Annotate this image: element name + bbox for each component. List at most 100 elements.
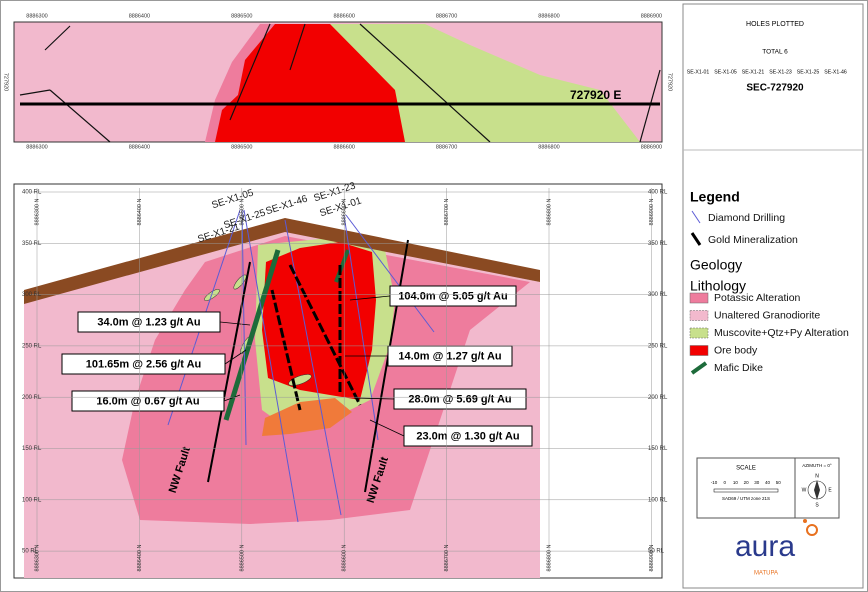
plan-x-label: 8886400 (129, 13, 150, 19)
callout-box (389, 285, 517, 307)
plan-x-label: 8886700 (436, 13, 457, 19)
logo-mark (803, 519, 807, 523)
scale-tick: 10 (733, 480, 739, 485)
drill-hole (345, 214, 435, 333)
plan-x-label: 8886400 (129, 144, 150, 150)
orange-zone (262, 398, 352, 436)
rl-label: 250 RL (22, 343, 42, 349)
northing-label: 8886600 N (342, 199, 348, 226)
legend-item: Diamond Drilling (708, 212, 785, 224)
scale-tick: 20 (744, 480, 750, 485)
rl-label: 50 RL (648, 549, 665, 555)
legend-item: Mafic Dike (714, 362, 763, 374)
callout-box (77, 311, 221, 333)
plan-x-label: 8886900 (641, 13, 662, 19)
plan-view: 727920 E 727920 727920 (3, 21, 673, 143)
rl-label: 200 RL (648, 395, 668, 401)
gold-mineralization (288, 264, 362, 406)
intercept-label: 16.0m @ 0.67 g/t Au (96, 395, 199, 407)
rl-label: 400 RL (22, 190, 42, 196)
scale-tick: -10 (711, 480, 718, 485)
intercept-label: 34.0m @ 1.23 g/t Au (97, 316, 200, 328)
compass-letter: S (815, 502, 819, 508)
northing-label: 8886800 N (546, 545, 552, 572)
scale-tick: 50 (776, 480, 782, 485)
plan-x-label: 8886800 (538, 13, 559, 19)
azimuth: AZIMUTH = 0° (802, 463, 832, 468)
intercept-label: 101.65m @ 2.56 g/t Au (86, 358, 201, 370)
plotted-hole: SE-X1-05 (714, 69, 737, 75)
plan-x-label: 8886700 (436, 144, 457, 150)
plan-x-label: 8886500 (231, 144, 252, 150)
legend-swatch (689, 310, 709, 321)
northing-label: 8886700 N (444, 199, 450, 226)
scale-tick: 0 (723, 480, 726, 485)
rl-label: 350 RL (648, 241, 668, 247)
plan-x-label: 8886900 (641, 144, 662, 150)
legend-section: Lithology (690, 278, 746, 294)
compass-letter: E (828, 487, 832, 493)
plan-line (19, 89, 51, 96)
callout-leader (353, 397, 395, 400)
drill-hole (284, 219, 342, 516)
plotted-hole: SE-X1-01 (687, 69, 710, 75)
logo: aura (735, 530, 795, 563)
rl-label: 150 RL (22, 446, 42, 452)
plan-x-label: 8886300 (26, 13, 47, 19)
holes-heading: HOLES PLOTTED (746, 21, 804, 28)
callout-leader (369, 419, 405, 437)
callout-box (403, 425, 533, 447)
intercept-label: 23.0m @ 1.30 g/t Au (416, 430, 519, 442)
callout-box (71, 390, 225, 412)
plan-muscovite (330, 24, 640, 142)
plan-line (44, 25, 71, 51)
legend-item: Gold Mineralization (708, 234, 798, 246)
callout-leader (223, 394, 241, 402)
cover (24, 218, 540, 304)
legend-swatch (689, 292, 709, 304)
compass-letter: W (802, 487, 807, 493)
plan-y-label: 727920 (3, 73, 9, 91)
section-view: NW Fault NW Fault SE-X1-05SE-X1-25SE-X1-… (13, 180, 663, 579)
northing-label: 8886900 N (649, 199, 655, 226)
northing-label: 8886700 N (444, 545, 450, 572)
compass-needle (814, 480, 820, 500)
legend-swatch (690, 232, 702, 246)
legend-section: Geology (690, 257, 742, 273)
northing-label: 8886500 N (239, 545, 245, 572)
legend-swatch (689, 345, 709, 356)
mafic-dike (223, 249, 281, 421)
northing-label: 8886500 N (239, 199, 245, 226)
plan-line (289, 23, 306, 71)
northing-label: 8886800 N (546, 199, 552, 226)
logo-tagline: MATUPA (754, 571, 778, 577)
legend-item: Potassic Alteration (714, 292, 801, 304)
northing-label: 8886900 N (649, 545, 655, 572)
rl-label: 200 RL (22, 395, 42, 401)
holes-total: TOTAL 6 (762, 49, 788, 56)
scale-bar (713, 488, 779, 493)
rl-label: 300 RL (648, 292, 668, 298)
plotted-hole: SE-X1-25 (797, 69, 820, 75)
scale-title: SCALE (736, 466, 756, 472)
plan-ore (215, 24, 405, 142)
northing-label: 8886600 N (342, 545, 348, 572)
plan-line (49, 89, 111, 143)
intercept-label: 28.0m @ 5.69 g/t Au (408, 393, 511, 405)
northing-label: 8886400 N (137, 199, 143, 226)
legend-item: Unaltered Granodiorite (714, 309, 820, 321)
plan-line (359, 23, 491, 143)
rl-label: 100 RL (22, 497, 42, 503)
plan-x-label: 8886800 (538, 144, 559, 150)
logo-mark (806, 524, 818, 536)
plan-y-label: 727920 (667, 73, 673, 91)
rl-label: 250 RL (648, 343, 668, 349)
rl-label: 150 RL (648, 446, 668, 452)
projection: SAD69 / UTM zone 21S (722, 496, 770, 501)
intercept-label: 104.0m @ 5.05 g/t Au (398, 290, 507, 302)
drill-hole (243, 209, 299, 523)
plan-x-label: 8886600 (333, 144, 354, 150)
fault (364, 239, 409, 493)
plan-x-label: 8886600 (333, 13, 354, 19)
callout-leader (219, 321, 251, 326)
